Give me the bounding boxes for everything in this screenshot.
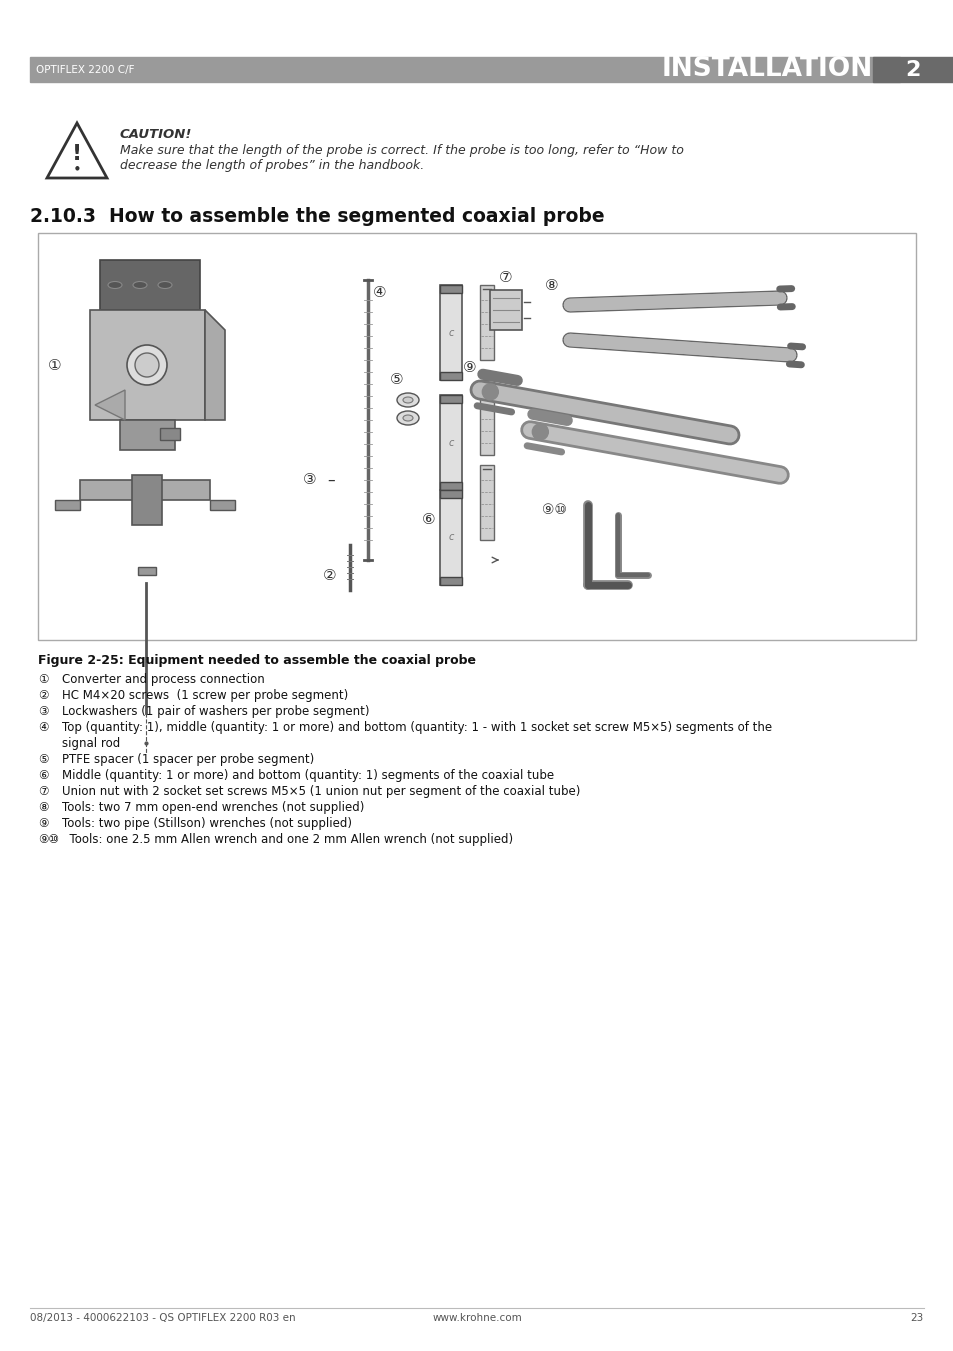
Text: ⑥: ⑥ (421, 512, 435, 527)
Text: ●: ● (74, 166, 79, 170)
Text: INSTALLATION: INSTALLATION (661, 57, 872, 82)
Bar (439, 490, 461, 585)
Bar (439, 394, 461, 490)
Text: ⑦: ⑦ (38, 785, 49, 798)
Bar (210, 500, 234, 509)
Text: Union nut with 2 socket set screws M5×5 (1 union nut per segment of the coaxial : Union nut with 2 socket set screws M5×5 … (62, 785, 579, 798)
Ellipse shape (402, 397, 413, 403)
Text: c: c (448, 532, 454, 543)
Text: ⑤: ⑤ (389, 373, 402, 388)
Text: ⑧: ⑧ (38, 801, 49, 815)
Text: www.krohne.com: www.krohne.com (432, 1313, 521, 1323)
Text: ⑨: ⑨ (38, 817, 49, 830)
Text: Tools: one 2.5 mm Allen wrench and one 2 mm Allen wrench (not supplied): Tools: one 2.5 mm Allen wrench and one 2… (62, 834, 513, 846)
Text: Middle (quantity: 1 or more) and bottom (quantity: 1) segments of the coaxial tu: Middle (quantity: 1 or more) and bottom … (62, 769, 554, 782)
Text: ④: ④ (38, 721, 49, 734)
Text: decrease the length of probes” in the handbook.: decrease the length of probes” in the ha… (120, 159, 424, 172)
Text: Figure 2-25: Equipment needed to assemble the coaxial probe: Figure 2-25: Equipment needed to assembl… (38, 654, 476, 667)
Bar (439, 394, 461, 403)
Text: –: – (327, 473, 335, 488)
Bar (138, 567, 156, 576)
Text: 2: 2 (904, 59, 920, 80)
Bar (479, 380, 494, 455)
Text: c: c (448, 327, 454, 338)
Text: ②: ② (38, 689, 49, 703)
Text: ⑨⑩: ⑨⑩ (38, 834, 59, 846)
Text: PTFE spacer (1 spacer per probe segment): PTFE spacer (1 spacer per probe segment) (62, 753, 314, 766)
Text: Top (quantity: 1), middle (quantity: 1 or more) and bottom (quantity: 1 - with 1: Top (quantity: 1), middle (quantity: 1 o… (62, 721, 771, 734)
Text: Make sure that the length of the probe is correct. If the probe is too long, ref: Make sure that the length of the probe i… (120, 145, 683, 157)
Bar (439, 490, 461, 499)
Ellipse shape (396, 411, 418, 426)
Text: ⑧: ⑧ (544, 277, 558, 293)
Circle shape (135, 353, 159, 377)
Text: ④: ④ (373, 285, 386, 300)
Text: 23: 23 (910, 1313, 923, 1323)
Text: 2.10.3  How to assemble the segmented coaxial probe: 2.10.3 How to assemble the segmented coa… (30, 207, 604, 226)
Text: CAUTION!: CAUTION! (120, 128, 193, 141)
Text: ⑤: ⑤ (38, 753, 49, 766)
Text: signal rod: signal rod (62, 738, 120, 750)
Bar (439, 372, 461, 380)
Text: !: ! (71, 145, 82, 165)
Bar (479, 285, 494, 359)
Text: ⑨⑩: ⑨⑩ (542, 503, 567, 517)
Ellipse shape (132, 281, 147, 289)
Text: ③: ③ (38, 705, 49, 717)
Circle shape (127, 345, 167, 385)
Text: Converter and process connection: Converter and process connection (62, 673, 265, 686)
Bar (90, 309, 205, 420)
Text: Tools: two pipe (Stillson) wrenches (not supplied): Tools: two pipe (Stillson) wrenches (not… (62, 817, 352, 830)
Polygon shape (95, 390, 125, 420)
Bar (80, 480, 210, 500)
Ellipse shape (108, 281, 122, 289)
Text: 08/2013 - 4000622103 - QS OPTIFLEX 2200 R03 en: 08/2013 - 4000622103 - QS OPTIFLEX 2200 … (30, 1313, 295, 1323)
Text: ⑨: ⑨ (463, 361, 476, 376)
Text: ③: ③ (303, 473, 316, 488)
Bar (100, 259, 200, 309)
Circle shape (532, 424, 548, 440)
Bar (439, 577, 461, 585)
Ellipse shape (402, 415, 413, 422)
Ellipse shape (396, 393, 418, 407)
Text: Lockwashers (1 pair of washers per probe segment): Lockwashers (1 pair of washers per probe… (62, 705, 369, 717)
Text: HC M4×20 screws  (1 screw per probe segment): HC M4×20 screws (1 screw per probe segme… (62, 689, 348, 703)
Bar (132, 476, 162, 526)
Ellipse shape (158, 281, 172, 289)
Text: c: c (448, 438, 454, 447)
Text: ⑥: ⑥ (38, 769, 49, 782)
Text: ⑦: ⑦ (498, 270, 513, 285)
Text: ①: ① (49, 358, 62, 373)
Bar (160, 428, 180, 440)
Text: Tools: two 7 mm open-end wrenches (not supplied): Tools: two 7 mm open-end wrenches (not s… (62, 801, 364, 815)
Bar (479, 465, 494, 540)
Text: ①: ① (38, 673, 49, 686)
Bar (439, 285, 461, 380)
Polygon shape (47, 123, 107, 178)
Bar (30, 57, 899, 82)
Bar (490, 290, 521, 330)
Bar (120, 420, 174, 450)
Bar (55, 500, 80, 509)
Text: OPTIFLEX 2200 C/F: OPTIFLEX 2200 C/F (36, 65, 134, 74)
Circle shape (482, 384, 497, 400)
Bar (439, 482, 461, 490)
Text: ②: ② (323, 567, 336, 582)
Bar (872, 57, 953, 82)
Polygon shape (205, 309, 225, 420)
Bar (439, 285, 461, 293)
Bar (38, 232, 915, 640)
